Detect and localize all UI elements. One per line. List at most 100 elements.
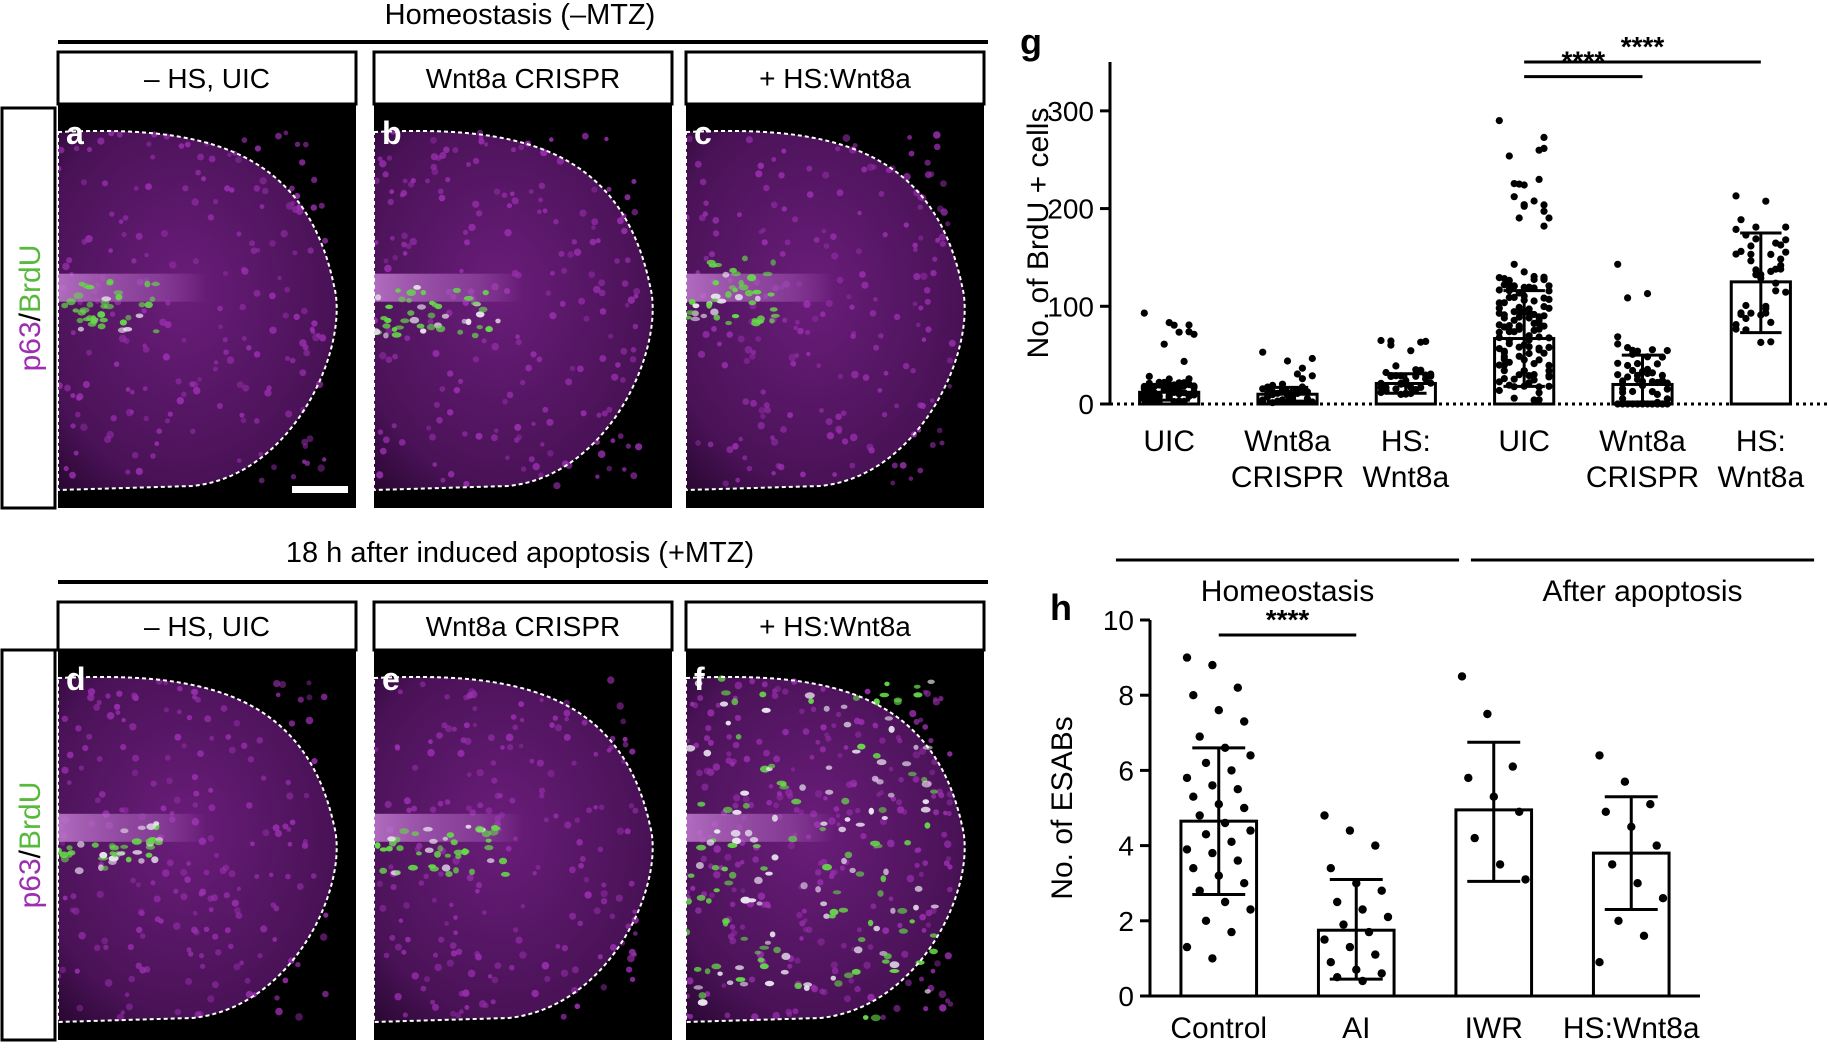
nucleus [835,813,841,818]
nucleus [282,977,289,984]
data-point [1767,250,1775,258]
data-point [1777,255,1785,263]
nucleus [559,300,566,307]
brdu-cell [686,310,696,315]
nucleus [207,214,214,221]
data-point [1624,361,1632,370]
nucleus [697,350,706,358]
column-label-text: Wnt8a CRISPR [426,63,621,94]
nucleus [732,741,740,749]
brdu-cell [873,843,883,849]
nucleus [833,806,840,812]
nucleus [593,805,598,810]
nucleus [296,883,304,890]
brdu-cell [697,999,708,1006]
nucleus [511,197,519,205]
category-label: UIC [1143,425,1195,458]
nucleus [918,717,924,723]
nucleus [75,395,82,401]
nucleus [919,913,927,921]
nucleus [631,208,639,216]
nucleus [241,742,248,749]
category-label: Wnt8a [1362,461,1449,494]
nucleus [578,297,586,305]
nucleus [166,859,174,867]
tissue-region [58,130,337,490]
nucleus [831,252,839,260]
brdu-cell [844,972,854,979]
nucleus [563,733,571,741]
y-tick-label: 300 [1047,96,1094,127]
nucleus [932,256,938,262]
nucleus [816,363,821,369]
brdu-cell [855,871,865,877]
nucleus [846,294,852,300]
brdu-cell [398,296,406,303]
brdu-cell [823,705,830,712]
category-label: Wnt8a [1599,425,1686,458]
data-point [1510,282,1518,290]
nucleus [176,397,184,405]
nucleus [595,474,600,479]
nucleus [453,915,458,920]
data-point [1220,818,1230,828]
nucleus [225,734,232,740]
data-point [1614,359,1622,367]
nucleus [561,267,568,274]
nucleus [198,953,205,959]
nucleus [608,333,614,339]
nucleus [197,377,202,382]
data-point [1500,375,1508,383]
data-point [1545,282,1553,290]
data-point [1303,388,1311,396]
nucleus [869,310,877,317]
brdu-cell [921,780,932,788]
brdu-cell [399,828,410,835]
data-point [1510,375,1518,383]
nucleus [711,326,717,332]
nucleus [453,387,461,394]
data-point [1545,334,1553,342]
nucleus [132,754,140,762]
nucleus [131,769,139,776]
nucleus [707,709,715,717]
nucleus [222,864,230,872]
nucleus [538,182,546,189]
data-point [1185,375,1193,383]
data-point [1658,371,1666,379]
nucleus [192,694,197,700]
nucleus [87,693,95,702]
nucleus [288,720,295,727]
brdu-cell [710,298,719,303]
nucleus [737,212,742,218]
nucleus [855,807,861,814]
nucleus [782,728,789,736]
brdu-cell [125,856,132,863]
brdu-cell [825,765,833,770]
nucleus [530,351,537,358]
brdu-cell [752,289,762,295]
nucleus [73,450,79,456]
nucleus [840,942,847,949]
nucleus [758,229,763,235]
data-point [1227,766,1236,775]
data-point [1190,391,1198,399]
brdu-cell [469,868,475,875]
nucleus [814,790,823,798]
nucleus [401,241,407,248]
nucleus [109,311,116,317]
data-point [1505,322,1513,330]
brdu-cell [144,280,151,288]
brdu-cell [880,875,887,883]
data-point [1320,811,1329,820]
nucleus [260,775,267,781]
brdu-cell [696,844,707,851]
nucleus [849,462,856,469]
nucleus [793,807,800,813]
nucleus [627,954,635,963]
nucleus [66,257,73,264]
nucleus [848,978,854,984]
nucleus [811,985,819,993]
nucleus [581,132,589,140]
nucleus [286,792,294,800]
